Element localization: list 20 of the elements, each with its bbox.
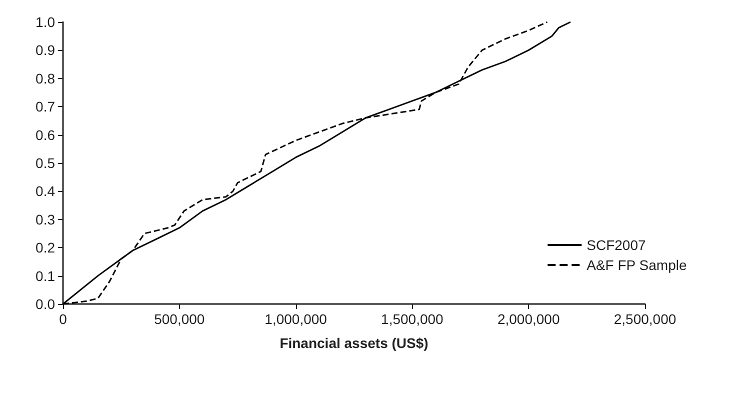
x-tick-label: 1,000,000 [264,311,328,327]
y-tick-label: 0.6 [36,126,56,143]
y-tick-label: 1.0 [36,14,56,30]
y-tick-label: 0.1 [36,268,56,284]
y-tick-label: 0.0 [36,296,56,312]
y-tick-label: 0.9 [36,42,56,58]
x-tick-label: 2,000,000 [497,311,560,327]
x-tick-label: 500,000 [154,311,205,327]
legend-label: SCF2007 [586,237,646,253]
y-tick-label: 0.3 [36,211,56,228]
x-tick-label: 1,500,000 [381,311,444,327]
legend-label: A&F FP Sample [586,257,687,273]
y-tick-label: 0.7 [36,98,56,115]
y-tick-label: 0.5 [36,155,56,171]
x-axis-title: Financial assets (US$) [280,335,428,351]
y-tick-label: 0.4 [36,183,56,200]
x-tick-label: 2,500,000 [614,311,676,327]
y-tick-label: 0.2 [36,240,56,256]
x-tick-label: 0 [59,311,68,327]
y-tick-label: 0.8 [36,70,56,86]
